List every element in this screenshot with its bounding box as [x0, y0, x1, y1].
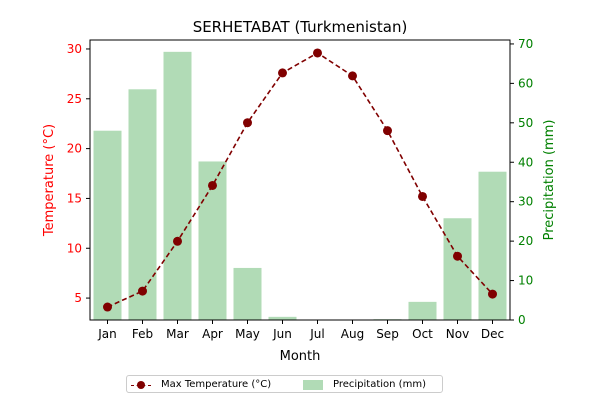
x-axis-ticks: Jan Feb Mar Apr May Jun Jul Aug Sep Oct Nov Dec: [97, 320, 504, 341]
temp-point-mar: [173, 236, 182, 246]
temp-point-jul: [313, 48, 322, 58]
right-tick-label: 30: [518, 195, 533, 209]
temp-point-oct: [418, 191, 427, 201]
temperature-series-line: [107, 52, 494, 308]
right-tick-label: 20: [518, 234, 533, 248]
left-tick-label: 15: [67, 191, 82, 205]
precip-bar-nov: [443, 218, 472, 320]
x-tick-label: Jul: [309, 327, 324, 341]
precip-bar-mar: [163, 51, 192, 320]
x-tick-label: Apr: [202, 327, 223, 341]
right-tick-label: 10: [518, 274, 533, 288]
chart-title: SERHETABAT (Turkmenistan): [193, 18, 408, 36]
precip-bar-may: [233, 267, 262, 320]
left-tick-label: 25: [67, 92, 82, 106]
right-tick-label: 0: [518, 313, 526, 327]
x-tick-label: Sep: [376, 327, 399, 341]
temp-point-may: [243, 118, 252, 128]
precip-bar-jun: [268, 316, 297, 320]
x-tick-label: Dec: [481, 327, 504, 341]
temperature-line: [103, 48, 497, 312]
legend-marker-swatch: [137, 381, 145, 389]
left-axis-ticks: 5 10 15 20 25 30: [67, 42, 90, 305]
temp-point-jan: [103, 302, 112, 312]
x-tick-label: May: [235, 327, 260, 341]
left-tick-label: 10: [67, 241, 82, 255]
temp-point-apr: [208, 180, 217, 190]
temp-point-aug: [348, 71, 357, 81]
right-tick-label: 40: [518, 155, 533, 169]
right-axis-label: Precipitation (mm): [542, 120, 557, 241]
x-tick-label: Oct: [412, 327, 433, 341]
temp-point-sep: [383, 126, 392, 136]
temp-point-nov: [453, 251, 462, 261]
x-tick-label: Jun: [272, 327, 292, 341]
right-tick-label: 70: [518, 37, 533, 51]
precip-bar-oct: [408, 301, 437, 320]
x-axis-label: Month: [280, 349, 321, 364]
x-tick-label: Feb: [132, 327, 153, 341]
temp-point-feb: [138, 286, 147, 296]
left-tick-label: 20: [67, 142, 82, 156]
plot-frame: [89, 39, 511, 321]
left-tick-label: 30: [67, 42, 82, 56]
left-axis-label: Temperature (°C): [42, 124, 57, 237]
right-tick-label: 50: [518, 116, 533, 130]
left-tick-label: 5: [74, 291, 82, 305]
precip-bar-jan: [93, 130, 122, 320]
x-tick-label: Mar: [166, 327, 189, 341]
legend-label-temperature: Max Temperature (°C): [161, 379, 272, 390]
legend: Max Temperature (°C) Precipitation (mm): [126, 375, 443, 393]
legend-bar-swatch: [303, 380, 323, 390]
x-tick-label: Aug: [341, 327, 364, 341]
x-tick-label: Nov: [446, 327, 469, 341]
legend-label-precipitation: Precipitation (mm): [333, 379, 426, 390]
precipitation-bars: [93, 51, 507, 320]
precip-bar-feb: [128, 89, 157, 320]
temp-point-dec: [488, 289, 497, 299]
right-axis-ticks: 0 10 20 30 40 50 60 70: [510, 37, 533, 327]
right-tick-label: 60: [518, 76, 533, 90]
x-tick-label: Jan: [97, 327, 117, 341]
temp-point-jun: [278, 68, 287, 78]
